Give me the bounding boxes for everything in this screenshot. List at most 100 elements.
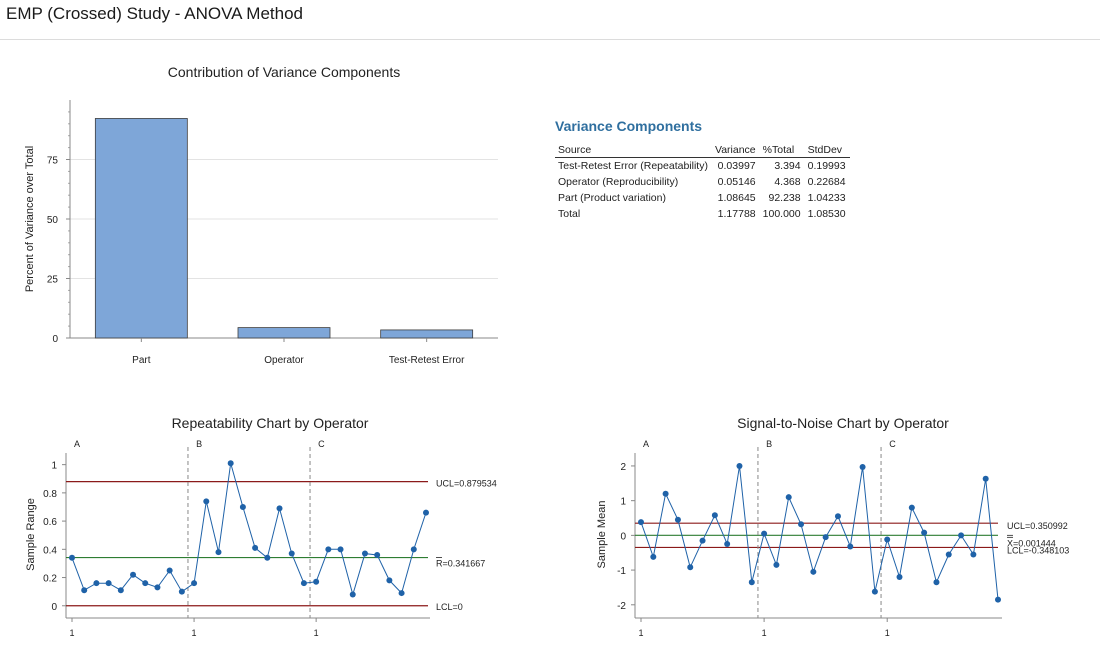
data-point bbox=[822, 534, 829, 541]
control-line-label: UCL=0.879534 bbox=[436, 479, 497, 489]
data-point bbox=[748, 579, 755, 586]
data-point bbox=[264, 554, 271, 561]
data-point bbox=[871, 588, 878, 595]
table-header-row: Source Variance %Total StdDev bbox=[555, 143, 850, 158]
data-point bbox=[349, 591, 356, 598]
variance-components-panel: Variance Components Source Variance %Tot… bbox=[555, 118, 850, 222]
x-tick-label: Part bbox=[132, 355, 151, 366]
header-source: Source bbox=[555, 143, 712, 158]
data-point bbox=[995, 596, 1001, 603]
data-point bbox=[166, 567, 173, 574]
control-line-label: X=0.001444 bbox=[1007, 538, 1056, 548]
control-line-label: R=0.341667 bbox=[436, 559, 485, 569]
chart-title: Contribution of Variance Components bbox=[168, 64, 400, 80]
y-tick-label: 25 bbox=[47, 275, 59, 286]
data-point bbox=[215, 549, 222, 556]
x-tick-label: 1 bbox=[638, 628, 643, 638]
data-point bbox=[908, 504, 915, 511]
data-point bbox=[785, 494, 792, 501]
data-point bbox=[105, 580, 112, 587]
x-tick-label: 1 bbox=[314, 628, 319, 638]
data-point bbox=[982, 475, 989, 482]
data-point bbox=[252, 544, 259, 551]
y-axis-label: Percent of Variance over Total bbox=[24, 146, 36, 292]
data-point bbox=[650, 553, 657, 560]
x-tick-label: 1 bbox=[885, 628, 890, 638]
y-tick-label: 50 bbox=[47, 215, 59, 226]
table-row: Total 1.17788 100.000 1.08530 bbox=[555, 206, 850, 222]
group-label: B bbox=[196, 439, 202, 449]
header-pct-total: %Total bbox=[759, 143, 805, 158]
data-point bbox=[810, 568, 817, 575]
data-point bbox=[191, 580, 198, 587]
data-point bbox=[638, 519, 644, 526]
data-point bbox=[687, 564, 694, 571]
page-title: EMP (Crossed) Study - ANOVA Method bbox=[6, 4, 303, 23]
x-tick-label: Test-Retest Error bbox=[389, 355, 465, 366]
variance-components-title: Variance Components bbox=[555, 118, 703, 134]
data-point bbox=[711, 512, 718, 519]
bar-part bbox=[94, 118, 188, 339]
data-point bbox=[970, 551, 977, 558]
cell-stddev: 0.22684 bbox=[807, 176, 846, 188]
bar-test-retest-error bbox=[380, 329, 474, 339]
group-label: C bbox=[318, 439, 325, 449]
y-tick-label: 0.2 bbox=[43, 574, 57, 585]
data-point bbox=[724, 541, 731, 548]
cell-stddev: 1.04233 bbox=[807, 192, 846, 204]
data-line bbox=[640, 465, 999, 600]
data-point bbox=[884, 536, 891, 543]
y-tick-label: 0 bbox=[52, 334, 58, 345]
data-point bbox=[130, 571, 137, 578]
table-row: Part (Product variation) 1.08645 92.238 … bbox=[555, 190, 850, 206]
variance-components-table: Source Variance %Total StdDev Test-Retes… bbox=[555, 143, 850, 222]
chart-title: Signal-to-Noise Chart by Operator bbox=[737, 415, 949, 431]
data-point bbox=[325, 546, 332, 553]
y-tick-label: -1 bbox=[617, 566, 626, 577]
bar-operator bbox=[237, 327, 331, 339]
group-label: B bbox=[766, 439, 772, 449]
y-tick-label: 1 bbox=[620, 497, 626, 508]
y-axis-label: Sample Range bbox=[25, 498, 37, 571]
data-point bbox=[203, 498, 210, 505]
x-tick-label: Operator bbox=[264, 355, 304, 366]
y-tick-label: 0.8 bbox=[43, 489, 57, 500]
data-point bbox=[398, 590, 405, 597]
group-label: A bbox=[74, 439, 80, 449]
cell-variance: 0.05146 bbox=[717, 176, 756, 188]
cell-variance: 1.08645 bbox=[717, 192, 756, 204]
data-point bbox=[142, 580, 149, 587]
data-line bbox=[71, 463, 427, 597]
data-point bbox=[834, 513, 841, 520]
data-point bbox=[859, 463, 866, 470]
x-tick-label: 1 bbox=[69, 628, 74, 638]
y-tick-label: 75 bbox=[47, 156, 59, 167]
data-point bbox=[386, 577, 393, 584]
y-tick-label: 0 bbox=[51, 602, 57, 613]
data-point bbox=[847, 543, 854, 550]
data-point bbox=[361, 550, 368, 557]
data-point bbox=[69, 554, 75, 561]
data-point bbox=[117, 587, 124, 594]
y-tick-label: 1 bbox=[51, 461, 57, 472]
data-point bbox=[773, 561, 780, 568]
x-tick-label: 1 bbox=[762, 628, 767, 638]
cell-pct-total: 4.368 bbox=[774, 176, 801, 188]
data-point bbox=[736, 462, 743, 469]
variance-contribution-chart: Contribution of Variance Components 0 25 50… bbox=[24, 64, 498, 366]
cell-variance: 1.17788 bbox=[717, 208, 756, 220]
data-point bbox=[93, 580, 100, 587]
y-tick-label: -2 bbox=[617, 601, 626, 612]
data-point bbox=[958, 532, 965, 539]
data-point bbox=[276, 505, 283, 512]
header-variance: Variance bbox=[711, 143, 760, 158]
control-line-label: UCL=0.350992 bbox=[1007, 521, 1068, 531]
data-point bbox=[761, 530, 768, 537]
table-row: Test-Retest Error (Repeatability) 0.0399… bbox=[555, 158, 850, 175]
data-point bbox=[896, 574, 903, 581]
y-tick-label: 0 bbox=[620, 531, 626, 542]
table-row: Operator (Reproducibility) 0.05146 4.368… bbox=[555, 174, 850, 190]
cell-pct-total: 3.394 bbox=[774, 160, 801, 172]
cell-source: Test-Retest Error (Repeatability) bbox=[558, 160, 708, 172]
data-point bbox=[288, 550, 295, 557]
